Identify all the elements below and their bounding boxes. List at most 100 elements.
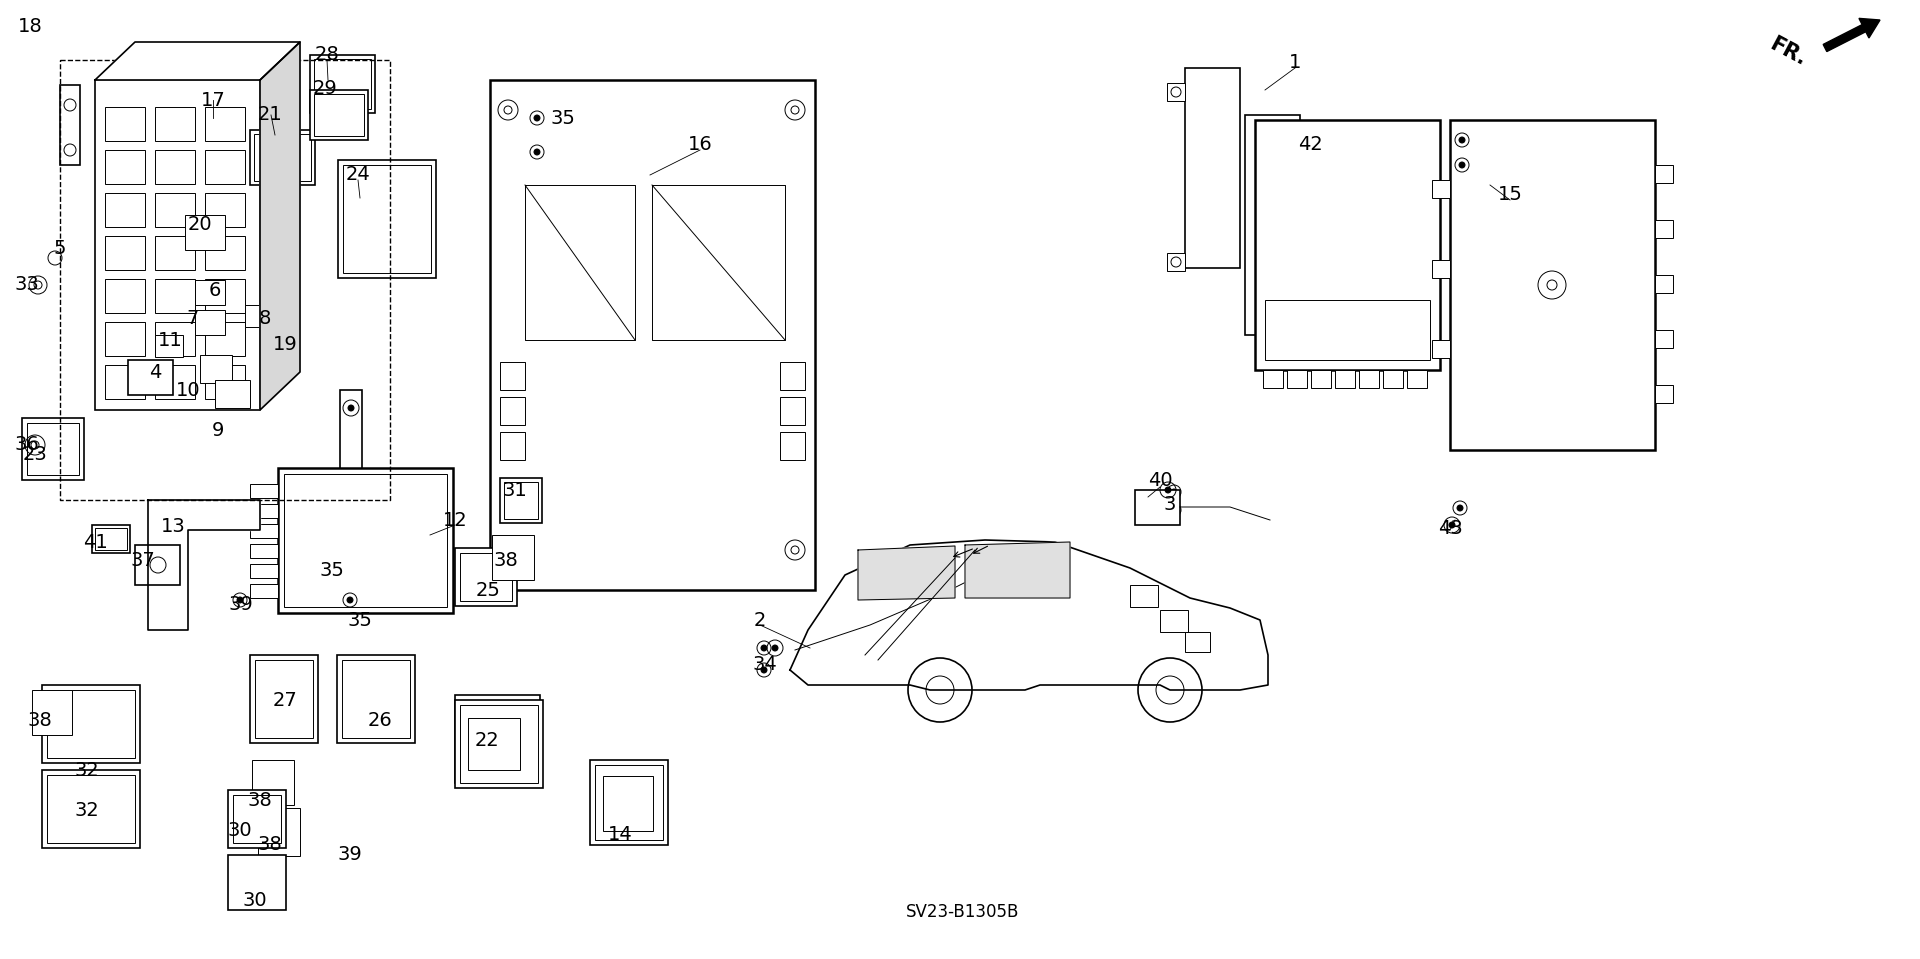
Text: 43: 43 <box>1438 519 1463 537</box>
Text: 17: 17 <box>200 90 225 109</box>
Text: 33: 33 <box>15 275 40 294</box>
Bar <box>499 397 524 425</box>
Bar <box>1655 165 1672 183</box>
Bar <box>106 236 146 270</box>
Circle shape <box>908 658 972 722</box>
Bar <box>315 59 371 109</box>
Text: 12: 12 <box>444 510 467 529</box>
Text: SV23-B1305B: SV23-B1305B <box>906 903 1020 921</box>
Text: 35: 35 <box>348 611 372 629</box>
Bar <box>1407 370 1427 388</box>
Bar <box>21 418 84 480</box>
Bar <box>232 795 280 843</box>
Bar <box>129 360 173 395</box>
Bar <box>461 700 536 778</box>
Bar <box>1131 585 1158 607</box>
Bar <box>46 775 134 843</box>
Bar <box>205 107 246 141</box>
Text: 10: 10 <box>177 381 200 400</box>
Bar <box>490 80 814 590</box>
Bar <box>250 484 278 498</box>
Text: 5: 5 <box>54 239 67 258</box>
Bar <box>205 322 246 356</box>
Bar <box>492 535 534 580</box>
Bar <box>278 468 453 613</box>
Text: 38: 38 <box>27 711 52 730</box>
Bar <box>134 545 180 585</box>
Bar <box>255 660 313 738</box>
Bar <box>156 193 196 227</box>
Text: 38: 38 <box>248 790 273 809</box>
Bar <box>1286 370 1308 388</box>
Polygon shape <box>966 542 1069 598</box>
Polygon shape <box>789 540 1267 690</box>
Text: 29: 29 <box>313 79 338 98</box>
Bar <box>184 215 225 250</box>
Bar <box>156 365 196 399</box>
Bar <box>780 362 804 390</box>
Bar <box>205 279 246 313</box>
Text: 32: 32 <box>75 801 100 820</box>
Bar <box>1432 340 1450 358</box>
Text: 18: 18 <box>17 17 42 36</box>
Text: 38: 38 <box>257 835 282 854</box>
Text: 38: 38 <box>493 550 518 570</box>
Bar <box>309 55 374 113</box>
Text: 9: 9 <box>211 420 225 439</box>
Text: 23: 23 <box>23 446 48 464</box>
Bar <box>215 380 250 408</box>
Bar <box>1432 260 1450 278</box>
Bar <box>259 335 296 365</box>
Bar <box>1135 490 1181 525</box>
Bar <box>33 690 73 735</box>
Text: 2: 2 <box>755 611 766 629</box>
Circle shape <box>1171 489 1177 495</box>
Text: 39: 39 <box>228 596 253 615</box>
Bar <box>499 432 524 460</box>
Bar <box>196 280 225 305</box>
Text: 6: 6 <box>209 280 221 299</box>
Text: 31: 31 <box>503 480 528 500</box>
Text: 15: 15 <box>1498 185 1523 204</box>
Text: 4: 4 <box>150 363 161 383</box>
Text: 32: 32 <box>75 760 100 780</box>
Circle shape <box>760 667 766 673</box>
Circle shape <box>1165 487 1171 493</box>
Bar <box>156 236 196 270</box>
Bar <box>1334 370 1356 388</box>
Circle shape <box>348 597 353 603</box>
Text: 30: 30 <box>228 821 252 839</box>
Text: 40: 40 <box>1148 471 1173 489</box>
Bar <box>156 107 196 141</box>
Text: 8: 8 <box>259 309 271 328</box>
Bar <box>342 660 411 738</box>
Bar <box>27 423 79 475</box>
Bar <box>1655 275 1672 293</box>
Bar <box>42 770 140 848</box>
Bar <box>499 362 524 390</box>
Bar <box>340 390 363 510</box>
Circle shape <box>1459 162 1465 168</box>
Text: 35: 35 <box>319 560 344 579</box>
Text: 22: 22 <box>474 731 499 750</box>
Polygon shape <box>858 546 954 600</box>
Text: 30: 30 <box>242 891 267 909</box>
Text: 19: 19 <box>273 336 298 355</box>
Bar <box>1244 115 1300 335</box>
Text: 13: 13 <box>161 518 186 536</box>
Circle shape <box>236 597 244 603</box>
Bar <box>250 655 319 743</box>
FancyArrow shape <box>1824 18 1880 52</box>
Polygon shape <box>94 42 300 80</box>
Polygon shape <box>148 500 259 630</box>
Bar <box>106 150 146 184</box>
Bar <box>1167 253 1185 271</box>
Bar <box>1160 610 1188 632</box>
Bar <box>1311 370 1331 388</box>
Circle shape <box>534 149 540 155</box>
Bar <box>60 85 81 165</box>
Bar <box>1265 300 1430 360</box>
Bar <box>338 655 415 743</box>
Bar <box>253 134 311 181</box>
Bar <box>205 193 246 227</box>
